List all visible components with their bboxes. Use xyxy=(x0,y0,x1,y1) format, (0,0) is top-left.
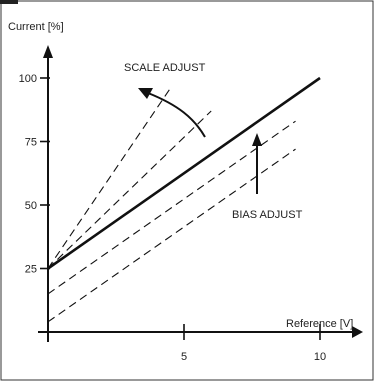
y-tick-label: 100 xyxy=(19,73,37,85)
y-tick-label: 75 xyxy=(25,137,37,149)
corner-tab xyxy=(0,0,18,4)
dashed-response-line-4 xyxy=(47,148,296,323)
bias-adjust-label: BIAS ADJUST xyxy=(232,209,303,221)
scale-adjust-arrowhead xyxy=(138,88,153,99)
main-response-line xyxy=(47,76,321,270)
bias-adjust-arrowhead xyxy=(252,133,262,146)
dashed-response-line-2 xyxy=(47,87,171,269)
y-tick-label: 25 xyxy=(25,264,37,276)
y-axis-arrowhead xyxy=(43,45,53,58)
y-tick-label: 50 xyxy=(25,200,37,212)
x-axis-label: Reference [V] xyxy=(286,318,353,330)
x-tick-label: 10 xyxy=(314,351,326,363)
ticks: 5 10 25 50 75 100 xyxy=(19,73,326,363)
x-tick-label: 5 xyxy=(181,351,187,363)
y-axis-label: Current [%] xyxy=(8,21,64,33)
axes xyxy=(38,45,363,342)
scale-adjust-arrow xyxy=(147,92,206,138)
x-axis-arrowhead xyxy=(352,326,363,338)
dashed-response-line-1 xyxy=(47,110,212,269)
scale-adjust-label: SCALE ADJUST xyxy=(124,62,206,74)
dashed-response-line-3 xyxy=(47,120,296,295)
series-group xyxy=(47,76,321,323)
